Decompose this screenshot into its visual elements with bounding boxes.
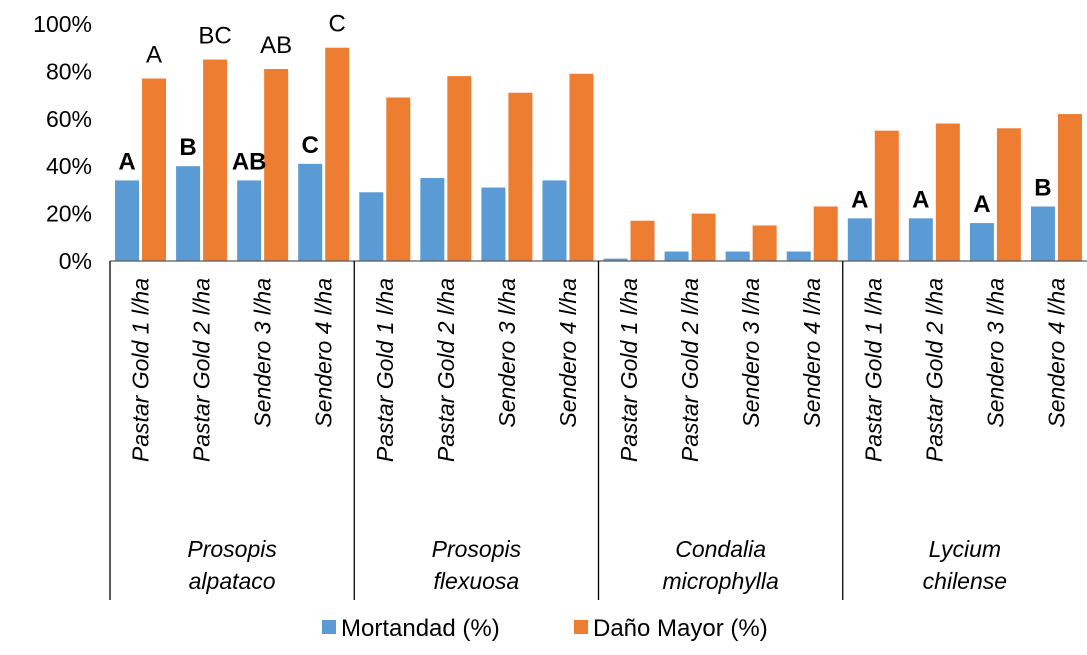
bar-mortandad bbox=[786, 251, 811, 261]
mortandad-significance-label: B bbox=[1034, 174, 1051, 201]
category-label: Sendero 4 l/ha bbox=[1043, 278, 1069, 428]
bar-dano-mayor bbox=[264, 69, 289, 261]
mortandad-significance-label: AB bbox=[232, 148, 267, 175]
bar-dano-mayor bbox=[813, 206, 838, 261]
bar-mortandad bbox=[542, 180, 567, 261]
bar-dano-mayor bbox=[1057, 114, 1082, 261]
bar-mortandad bbox=[359, 192, 384, 261]
dano-mayor-significance-label: BC bbox=[198, 23, 231, 50]
bar-mortandad bbox=[176, 166, 201, 261]
y-tick-label: 80% bbox=[46, 58, 92, 84]
category-label: Pastar Gold 1 l/ha bbox=[128, 278, 154, 462]
bar-mortandad bbox=[298, 163, 323, 261]
group-label-line2: alpataco bbox=[189, 568, 276, 594]
dano-mayor-significance-label: C bbox=[329, 11, 346, 38]
mortandad-significance-label: A bbox=[912, 186, 929, 213]
bars bbox=[115, 47, 1082, 262]
category-label: Pastar Gold 1 l/ha bbox=[616, 278, 642, 462]
mortandad-significance-label: C bbox=[302, 132, 319, 159]
bar-dano-mayor bbox=[630, 220, 655, 261]
bar-dano-mayor bbox=[325, 47, 350, 262]
bar-dano-mayor bbox=[142, 78, 167, 261]
mortandad-significance-label: A bbox=[973, 191, 990, 218]
legend-swatch bbox=[574, 620, 588, 634]
bar-mortandad bbox=[481, 187, 506, 261]
group-label-line1: Prosopis bbox=[432, 536, 522, 562]
category-label: Sendero 4 l/ha bbox=[555, 278, 581, 428]
bar-dano-mayor bbox=[203, 59, 228, 261]
y-axis: 0% 20% 40% 60% 80% 100% bbox=[33, 11, 92, 274]
category-label: Sendero 3 l/ha bbox=[738, 278, 764, 428]
category-label: Pastar Gold 2 l/ha bbox=[433, 278, 459, 462]
y-tick-label: 40% bbox=[46, 153, 92, 179]
bar-mortandad bbox=[725, 251, 750, 261]
legend-label: Mortandad (%) bbox=[341, 615, 500, 642]
legend: Mortandad (%) Daño Mayor (%) bbox=[322, 615, 768, 642]
category-label: Sendero 4 l/ha bbox=[799, 278, 825, 428]
mortandad-significance-label: B bbox=[179, 134, 196, 161]
bar-dano-mayor bbox=[752, 225, 777, 261]
bar-dano-mayor bbox=[691, 213, 716, 261]
group-label-line1: Condalia bbox=[675, 536, 766, 562]
category-label: Pastar Gold 2 l/ha bbox=[677, 278, 703, 462]
bar-mortandad bbox=[969, 223, 994, 261]
category-label: Pastar Gold 1 l/ha bbox=[372, 278, 398, 462]
bar-mortandad bbox=[664, 251, 689, 261]
bar-dano-mayor bbox=[447, 76, 472, 261]
bar-mortandad bbox=[420, 178, 445, 261]
bar-dano-mayor bbox=[874, 130, 899, 261]
group-label-line1: Prosopis bbox=[187, 536, 277, 562]
group-label-line1: Lycium bbox=[929, 536, 1001, 562]
bar-mortandad bbox=[1030, 206, 1055, 261]
group-label-line2: microphylla bbox=[662, 568, 778, 594]
bar-dano-mayor bbox=[386, 97, 411, 261]
category-label: Pastar Gold 2 l/ha bbox=[189, 278, 215, 462]
mortandad-significance-label: A bbox=[851, 186, 868, 213]
bar-mortandad bbox=[603, 258, 628, 261]
bar-mortandad bbox=[115, 180, 140, 261]
y-tick-label: 100% bbox=[33, 11, 92, 37]
legend-swatch bbox=[322, 620, 336, 634]
category-label: Sendero 4 l/ha bbox=[311, 278, 337, 428]
y-tick-label: 60% bbox=[46, 106, 92, 132]
category-label: Pastar Gold 1 l/ha bbox=[860, 278, 886, 462]
category-label: Sendero 3 l/ha bbox=[982, 278, 1008, 428]
category-label: Pastar Gold 2 l/ha bbox=[921, 278, 947, 462]
y-tick-label: 20% bbox=[46, 201, 92, 227]
x-axis: Pastar Gold 1 l/ha Pastar Gold 2 l/ha Send… bbox=[109, 260, 1087, 600]
dano-mayor-significance-label: AB bbox=[260, 32, 292, 59]
y-tick-label: 0% bbox=[59, 248, 92, 274]
category-label: Sendero 3 l/ha bbox=[250, 278, 276, 428]
group-label-line2: chilense bbox=[923, 568, 1007, 594]
dano-mayor-significance-label: A bbox=[146, 42, 162, 69]
legend-label: Daño Mayor (%) bbox=[593, 615, 768, 642]
category-label: Sendero 3 l/ha bbox=[494, 278, 520, 428]
bar-dano-mayor bbox=[935, 123, 960, 261]
group-label-line2: flexuosa bbox=[434, 568, 520, 594]
bar-mortandad bbox=[908, 218, 933, 261]
bar-mortandad bbox=[847, 218, 872, 261]
bar-dano-mayor bbox=[996, 128, 1021, 261]
bar-dano-mayor bbox=[508, 92, 533, 261]
bar-dano-mayor bbox=[569, 73, 594, 262]
bar-mortandad bbox=[237, 180, 262, 261]
mortandad-significance-label: A bbox=[118, 148, 135, 175]
